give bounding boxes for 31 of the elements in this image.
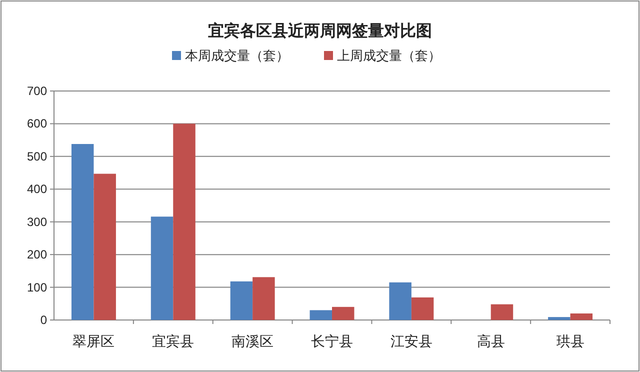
x-tick-label: 宜宾县	[152, 333, 194, 349]
bar	[389, 282, 412, 320]
x-tick-label: 翠屏区	[72, 333, 115, 349]
bar	[150, 216, 174, 320]
bar	[548, 317, 570, 320]
x-tick-label: 南溪区	[232, 333, 274, 349]
x-tick-label: 珙县	[556, 333, 584, 349]
bar	[230, 281, 253, 320]
chart-title: 宜宾各区县近两周网签量对比图	[208, 21, 432, 40]
y-tick-label: 0	[40, 313, 48, 327]
bar	[570, 313, 593, 320]
bar	[71, 144, 94, 320]
bar	[310, 310, 332, 320]
bar	[173, 124, 196, 320]
x-tick-label: 长宁县	[311, 333, 353, 349]
y-tick-label: 300	[26, 214, 48, 229]
y-tick-label: 500	[26, 149, 48, 164]
bar	[332, 306, 354, 320]
bar	[94, 174, 116, 320]
y-tick-label: 700	[26, 84, 48, 98]
x-tick-label: 江安县	[390, 333, 432, 349]
y-tick-label: 400	[26, 182, 48, 196]
bar	[411, 297, 434, 320]
x-tick-label: 高县	[476, 333, 505, 349]
bar	[252, 277, 275, 320]
bar	[490, 304, 514, 320]
y-tick-label: 600	[26, 116, 48, 131]
legend-label: 上周成交量（套）	[337, 48, 441, 63]
y-tick-label: 200	[26, 248, 48, 262]
y-tick-label: 100	[26, 280, 48, 294]
legend-label: 本周成交量（套）	[185, 48, 289, 63]
